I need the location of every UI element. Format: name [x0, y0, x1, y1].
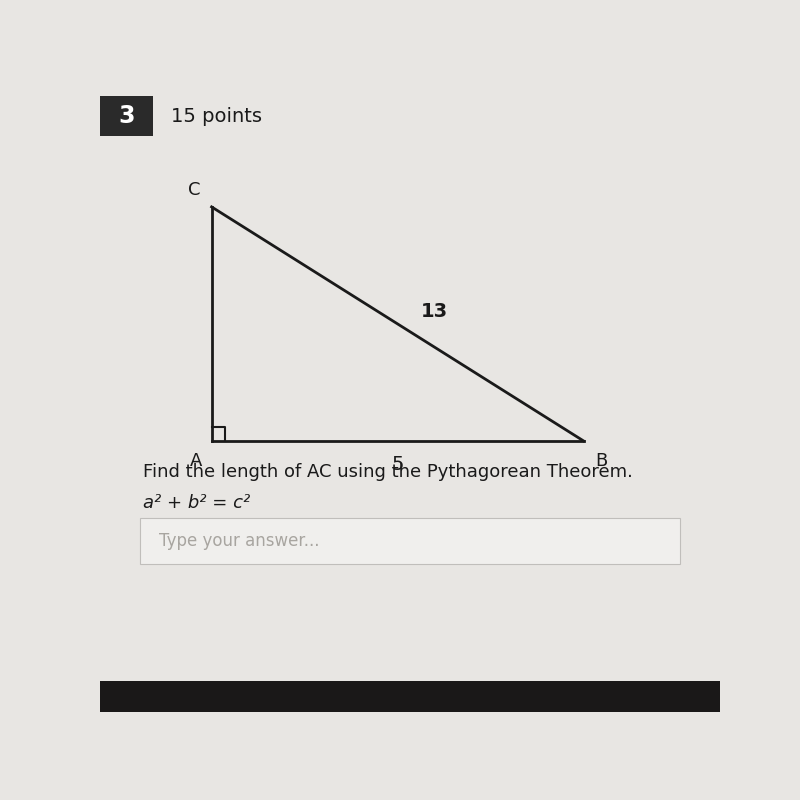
Text: Find the length of AC using the Pythagorean Theorem.: Find the length of AC using the Pythagor… — [143, 463, 634, 481]
Bar — [100, 96, 153, 136]
Text: 13: 13 — [422, 302, 448, 321]
Text: 5: 5 — [391, 454, 404, 474]
Text: a² + b² = c²: a² + b² = c² — [143, 494, 250, 512]
Text: B: B — [594, 452, 607, 470]
Text: C: C — [188, 182, 201, 199]
Text: 3: 3 — [118, 104, 135, 128]
Bar — [100, 682, 720, 712]
Text: A: A — [190, 452, 202, 470]
Text: Type your answer...: Type your answer... — [159, 532, 319, 550]
Text: 15 points: 15 points — [171, 107, 262, 126]
FancyBboxPatch shape — [140, 518, 680, 564]
